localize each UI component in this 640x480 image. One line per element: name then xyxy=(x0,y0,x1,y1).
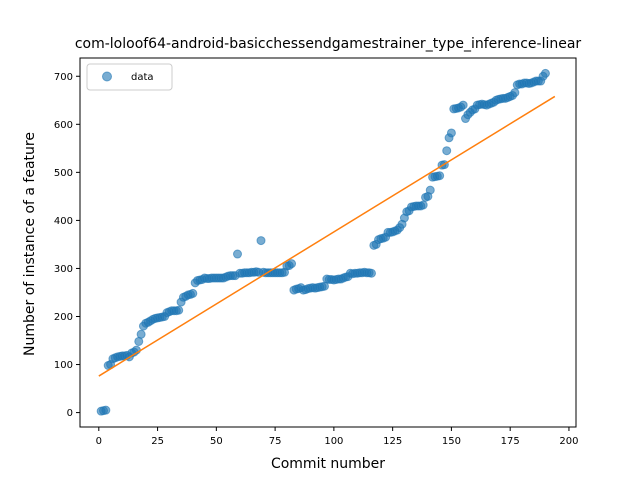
x-tick-label: 175 xyxy=(501,436,520,447)
fit-line xyxy=(98,95,556,377)
data-point xyxy=(435,171,445,181)
data-point xyxy=(233,249,242,259)
data-point xyxy=(136,329,146,339)
legend-marker-data xyxy=(102,71,112,82)
x-tick-label: 150 xyxy=(442,436,461,447)
x-tick-label: 125 xyxy=(383,436,402,447)
data-point xyxy=(188,288,198,298)
y-axis-label: Number of instance of a feature xyxy=(22,132,38,356)
x-tick-label: 75 xyxy=(269,436,282,447)
axes-frame xyxy=(79,57,577,428)
data-point xyxy=(174,305,184,315)
x-axis-label: Commit number xyxy=(271,456,385,472)
data-point xyxy=(418,200,428,210)
y-tick-label: 700 xyxy=(54,72,73,83)
data-point xyxy=(101,405,111,415)
plot-area: 0 25 50 75 100 125 150 175 200 0 100 200 300 400 500 60… xyxy=(54,57,578,447)
x-tick-label: 50 xyxy=(210,436,223,447)
legend-box xyxy=(86,63,173,91)
data-point xyxy=(540,68,550,78)
y-tick-label: 400 xyxy=(54,216,73,227)
data-point xyxy=(366,268,376,278)
y-tick-label: 500 xyxy=(54,168,73,179)
y-tick-label: 0 xyxy=(67,408,73,419)
legend-label-data: data xyxy=(131,72,154,83)
data-point xyxy=(425,185,435,195)
y-tick-label: 100 xyxy=(54,360,73,371)
x-tick-label: 0 xyxy=(96,436,102,447)
data-point xyxy=(446,128,456,138)
x-tick-label: 200 xyxy=(559,436,578,447)
data-point xyxy=(442,146,452,156)
legend: data xyxy=(86,63,173,91)
data-point xyxy=(287,259,297,269)
data-point xyxy=(510,88,520,98)
data-point xyxy=(256,236,266,246)
x-tick-label: 100 xyxy=(324,436,343,447)
y-tick-label: 200 xyxy=(54,312,73,323)
x-tick-label: 25 xyxy=(151,436,164,447)
y-tick-label: 300 xyxy=(54,264,73,275)
chart-title: com-loloof64-android-basicchessendgamest… xyxy=(75,36,582,52)
data-point xyxy=(458,100,468,110)
y-tick-label: 600 xyxy=(54,120,73,131)
